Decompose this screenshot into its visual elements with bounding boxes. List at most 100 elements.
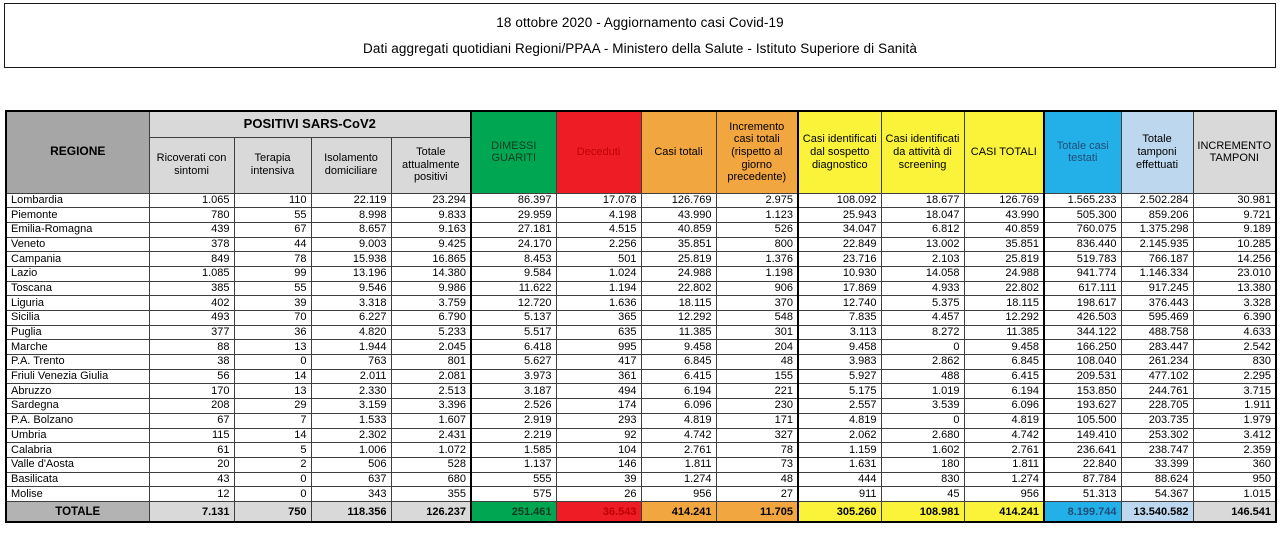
column-header-casi-sospetto-diagnostico: Casi identificati dal sospetto diagnosti… (797, 110, 882, 194)
value-cell: 22.802 (963, 280, 1046, 297)
title-line-1: 18 ottobre 2020 - Aggiornamento casi Cov… (496, 15, 784, 30)
value-cell: 45 (880, 486, 965, 502)
table-row: Sardegna 208 29 3.159 3.396 2.526 174 6.096 230 2… (5, 398, 1277, 414)
value-cell: 13 (233, 339, 312, 356)
value-cell: 26 (555, 486, 642, 502)
value-cell: 635 (555, 324, 642, 341)
value-cell: 9.458 (963, 339, 1046, 356)
value-cell: 108.092 (797, 192, 882, 209)
value-cell: 115 (148, 427, 235, 444)
table-row: Valle d'Aosta 20 2 506 528 1.137 146 1.811 73 1.6… (5, 456, 1277, 473)
value-cell: 355 (390, 486, 473, 502)
value-cell: 1.636 (555, 295, 642, 311)
total-row-label: TOTALE (5, 500, 150, 523)
value-cell: 105.500 (1043, 412, 1122, 429)
value-cell: 6.194 (963, 383, 1046, 400)
value-cell: 859.206 (1120, 207, 1194, 223)
value-cell: 8.657 (310, 221, 392, 238)
value-cell: 170 (148, 383, 235, 400)
value-cell: 493 (148, 310, 235, 326)
value-cell: 4.819 (797, 412, 882, 429)
table-row: P.A. Bolzano 67 7 1.533 1.607 2.919 293 4.819 17… (5, 412, 1277, 429)
value-cell: 414.241 (640, 500, 717, 523)
value-cell: 1.085 (148, 265, 235, 282)
value-cell: 1.019 (880, 383, 965, 400)
value-cell: 25.943 (797, 207, 882, 223)
value-cell: 5.517 (470, 324, 557, 341)
value-cell: 2.761 (640, 442, 717, 458)
value-cell: 73 (715, 456, 800, 473)
value-cell: 361 (555, 368, 642, 385)
value-cell: 43.990 (963, 207, 1046, 223)
value-cell: 40.859 (963, 221, 1046, 238)
value-cell: 10.285 (1192, 236, 1277, 253)
value-cell: 3.983 (797, 354, 882, 370)
value-cell: 230 (715, 398, 800, 414)
table-row: Calabria 61 5 1.006 1.072 1.585 104 2.761 78 1.15… (5, 442, 1277, 458)
value-cell: 18.115 (640, 295, 717, 311)
value-cell: 4.515 (555, 221, 642, 238)
value-cell: 244.761 (1120, 383, 1194, 400)
value-cell: 3.113 (797, 324, 882, 341)
value-cell: 680 (390, 471, 473, 488)
value-cell: 5.137 (470, 310, 557, 326)
value-cell: 327 (715, 427, 800, 444)
column-header-isolamento-domiciliare: Isolamento domiciliare (310, 136, 392, 194)
value-cell: 2.256 (555, 236, 642, 253)
value-cell: 3.973 (470, 368, 557, 385)
value-cell: 10.930 (797, 265, 882, 282)
value-cell: 9.003 (310, 236, 392, 253)
value-cell: 118.356 (310, 500, 392, 523)
covid-regions-table: REGIONE POSITIVI SARS-CoV2 DIMESSI GUARI… (5, 110, 1278, 524)
value-cell: 29.959 (470, 207, 557, 223)
value-cell: 365 (555, 310, 642, 326)
value-cell: 12 (148, 486, 235, 502)
value-cell: 301 (715, 324, 800, 341)
region-cell: Lombardia (5, 192, 150, 209)
total-row: TOTALE 7.131 750 118.356 126.237 251.461 36.54… (5, 500, 1277, 523)
value-cell: 39 (233, 295, 312, 311)
value-cell: 1.274 (963, 471, 1046, 488)
value-cell: 5.375 (880, 295, 965, 311)
value-cell: 14 (233, 427, 312, 444)
value-cell: 16.865 (390, 251, 473, 267)
value-cell: 253.302 (1120, 427, 1194, 444)
value-cell: 2.761 (963, 442, 1046, 458)
value-cell: 2.513 (390, 383, 473, 400)
value-cell: 149.410 (1043, 427, 1122, 444)
value-cell: 1.123 (715, 207, 800, 223)
value-cell: 376.443 (1120, 295, 1194, 311)
value-cell: 8.998 (310, 207, 392, 223)
table-row: Piemonte 780 55 8.998 9.833 29.959 4.198 43.990… (5, 207, 1277, 223)
value-cell: 23.010 (1192, 265, 1277, 282)
table-row: Marche 88 13 1.944 2.045 6.418 995 9.458 204 9.45… (5, 339, 1277, 356)
value-cell: 4.742 (640, 427, 717, 444)
value-cell: 2.103 (880, 251, 965, 267)
column-header-incremento-casi-totali: Incremento casi totali (rispetto al gior… (715, 110, 800, 194)
value-cell: 238.747 (1120, 442, 1194, 458)
value-cell: 7 (233, 412, 312, 429)
value-cell: 78 (715, 442, 800, 458)
value-cell: 22.119 (310, 192, 392, 209)
value-cell: 12.720 (470, 295, 557, 311)
region-cell: Molise (5, 486, 150, 502)
value-cell: 6.194 (640, 383, 717, 400)
value-cell: 2.011 (310, 368, 392, 385)
value-cell: 25.819 (640, 251, 717, 267)
value-cell: 48 (715, 471, 800, 488)
region-cell: Marche (5, 339, 150, 356)
value-cell: 9.584 (470, 265, 557, 282)
region-cell: Liguria (5, 295, 150, 311)
value-cell: 995 (555, 339, 642, 356)
value-cell: 849 (148, 251, 235, 267)
value-cell: 0 (233, 471, 312, 488)
value-cell: 12.292 (963, 310, 1046, 326)
value-cell: 36.543 (555, 500, 642, 523)
region-cell: Veneto (5, 236, 150, 253)
value-cell: 126.769 (963, 192, 1046, 209)
value-cell: 6.415 (640, 368, 717, 385)
value-cell: 25.819 (963, 251, 1046, 267)
value-cell: 87.784 (1043, 471, 1122, 488)
column-header-regione: REGIONE (5, 110, 150, 194)
value-cell: 29 (233, 398, 312, 414)
